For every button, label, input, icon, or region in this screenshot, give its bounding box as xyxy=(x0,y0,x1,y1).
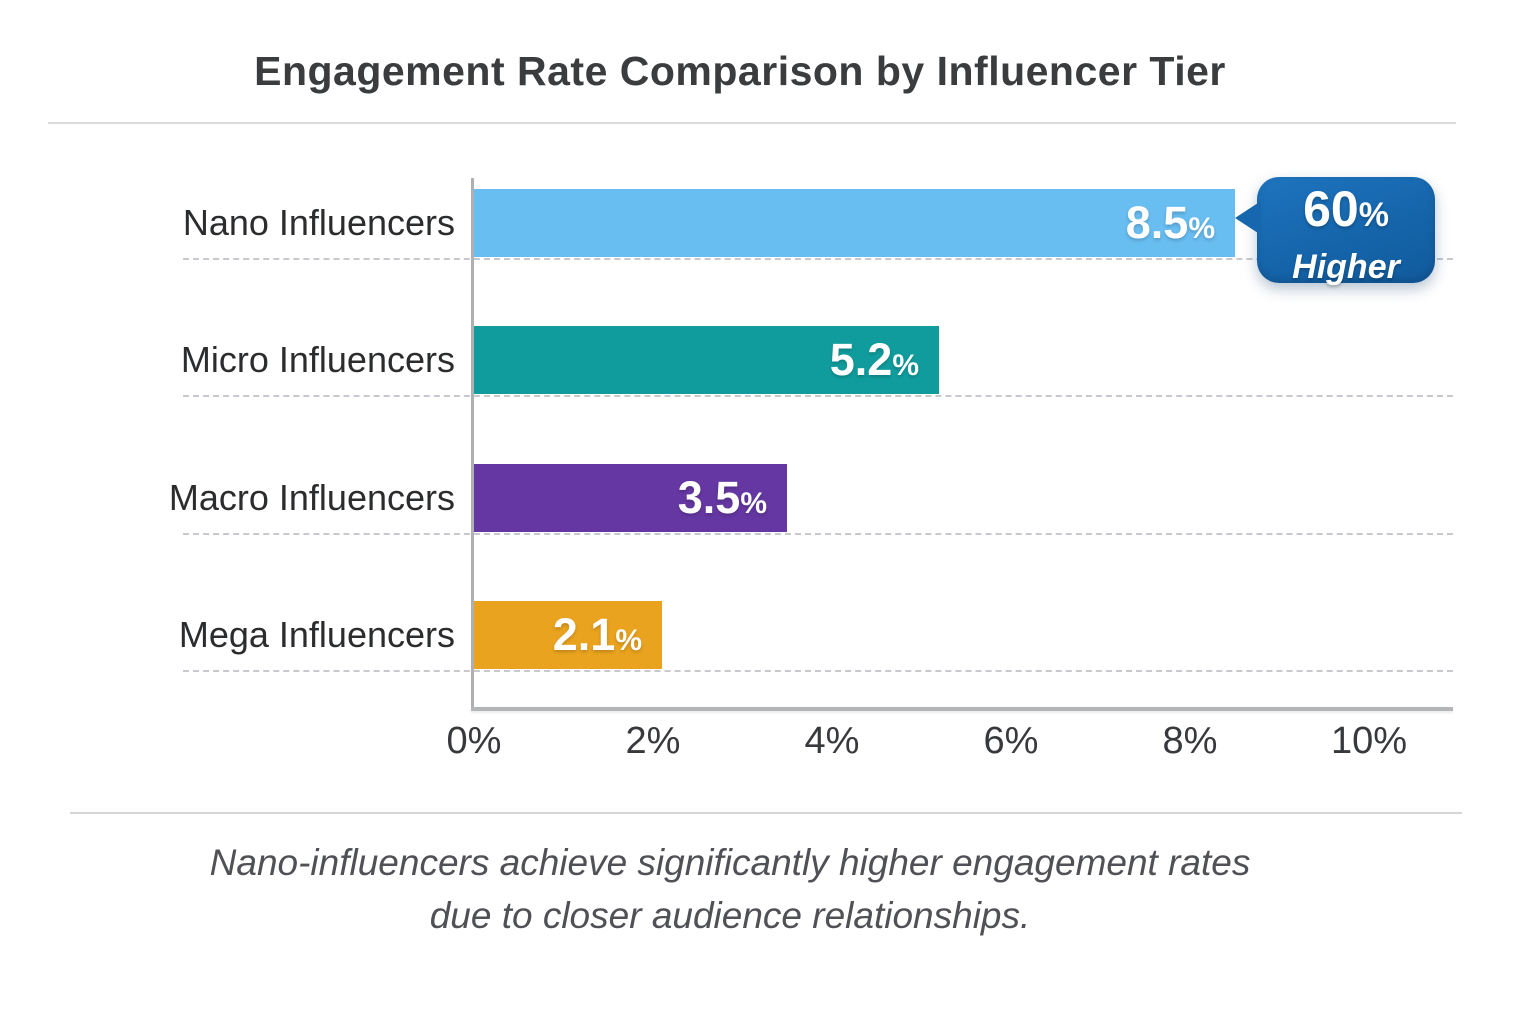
category-label: Micro Influencers xyxy=(180,339,455,380)
callout-value: 60% xyxy=(1303,181,1389,237)
bar-value-label: 8.5% xyxy=(1125,197,1215,248)
caption-line-2: due to closer audience relationships. xyxy=(429,895,1031,936)
bar-mega-influencers: 2.1% xyxy=(474,601,662,669)
bar-value-label: 3.5% xyxy=(677,472,767,523)
row-gridline xyxy=(183,395,1453,397)
row-gridline xyxy=(183,670,1453,672)
category-label: Nano Influencers xyxy=(182,202,455,243)
x-tick-label: 6% xyxy=(983,720,1039,762)
x-tick-label: 0% xyxy=(446,720,502,762)
bar-value-label: 2.1% xyxy=(552,609,642,660)
callout-text: Higher xyxy=(1292,248,1400,286)
header-divider xyxy=(48,122,1456,124)
x-tick-label: 2% xyxy=(625,720,681,762)
x-tick-label: 10% xyxy=(1330,720,1408,762)
bar-macro-influencers: 3.5% xyxy=(474,464,787,532)
caption-line-1: Nano-influencers achieve significantly h… xyxy=(209,842,1251,883)
bar-nano-influencers: 8.5% xyxy=(474,189,1235,257)
chart-caption: Nano-influencers achieve significantly h… xyxy=(0,836,1460,942)
row-gridline xyxy=(183,258,1453,260)
x-tick-label: 8% xyxy=(1162,720,1218,762)
category-label: Mega Influencers xyxy=(178,614,455,655)
bar-value-label: 5.2% xyxy=(829,334,919,385)
x-tick-label: 4% xyxy=(804,720,860,762)
x-axis-line xyxy=(471,707,1453,711)
callout-badge: 60% Higher xyxy=(1235,177,1435,286)
chart-title: Engagement Rate Comparison by Influencer… xyxy=(254,48,1226,94)
category-label: Macro Influencers xyxy=(168,477,455,518)
callout-tail xyxy=(1235,201,1261,235)
y-axis-line xyxy=(471,178,474,710)
bar-micro-influencers: 5.2% xyxy=(474,326,939,394)
row-gridline xyxy=(183,533,1453,535)
footer-divider xyxy=(70,812,1462,814)
